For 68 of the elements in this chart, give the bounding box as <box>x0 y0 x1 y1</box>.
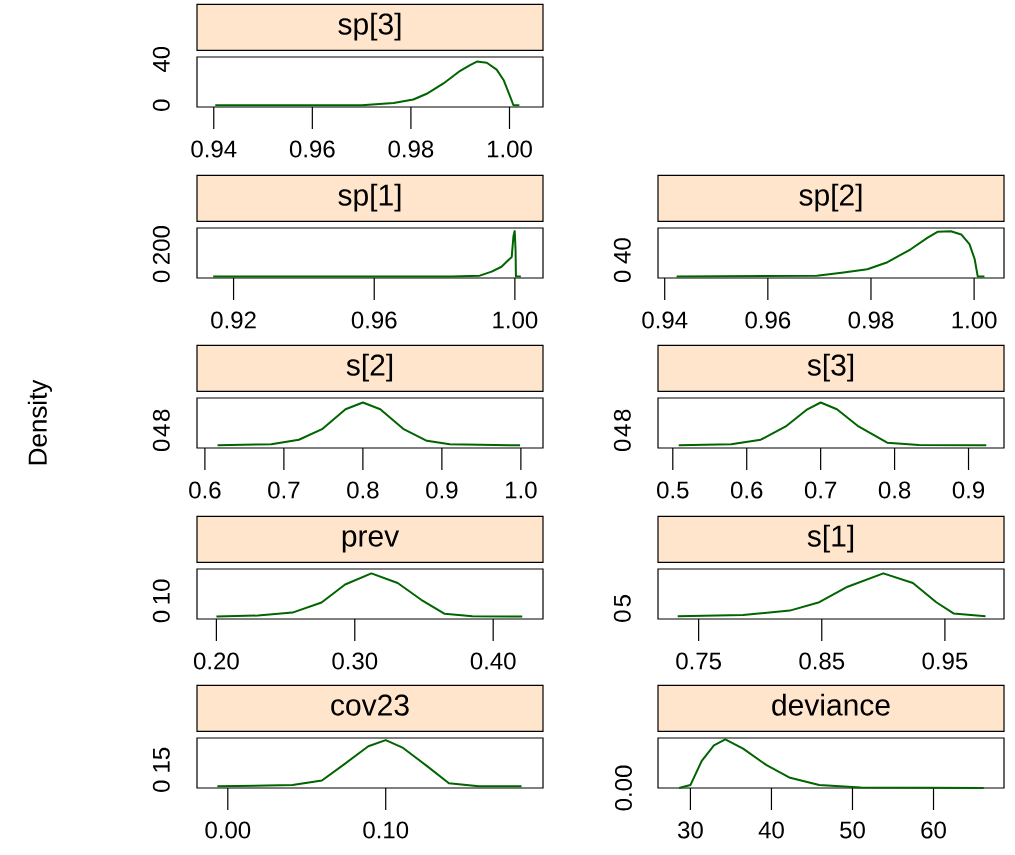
x-tick-label: 0.20 <box>193 652 239 670</box>
x-tick-label: 0.7 <box>268 481 300 499</box>
x-tick-label: 0.94 <box>191 140 237 158</box>
y-tick-label: 200 <box>152 226 170 264</box>
chart-title: s[1] <box>807 524 854 553</box>
y-tick-label: 5 <box>614 595 631 607</box>
x-tick-label: 0.96 <box>745 311 791 329</box>
y-tick-label: 0 <box>152 610 170 623</box>
line-series <box>216 401 522 447</box>
x-tick-label: 1.00 <box>493 311 538 329</box>
line-series <box>216 739 523 788</box>
x-tick-label: 0.98 <box>388 140 434 158</box>
x-tick-label: 0.85 <box>799 652 845 670</box>
x-tick-label: 0.40 <box>470 652 516 670</box>
x-tick-label: 0.30 <box>332 652 378 670</box>
x-tick-label: 1.0 <box>506 481 537 499</box>
x-tick-label: 0.96 <box>351 311 397 329</box>
y-tick-label: 0 <box>613 439 631 452</box>
chart-title: sp[1] <box>338 183 401 212</box>
x-tick-label: 0.7 <box>804 481 837 499</box>
y-tick-label: 40 <box>613 238 631 264</box>
chart-title: sp[3] <box>338 12 401 41</box>
x-tick-label: 0.8 <box>878 481 911 499</box>
x-tick-label: 40 <box>758 821 784 839</box>
x-tick-label: 0.94 <box>642 311 688 329</box>
y-tick-label: 8 <box>613 409 631 421</box>
chart-title: s[2] <box>346 353 393 382</box>
x-tick-label: 0.98 <box>848 311 894 329</box>
line-series <box>215 572 524 618</box>
chart-title: prev <box>342 530 400 553</box>
y-tick-label: 10 <box>152 579 170 604</box>
x-tick-label: 0.9 <box>426 481 458 499</box>
x-tick-label: 1.00 <box>952 311 997 329</box>
y-tick-label: 0 <box>152 99 170 111</box>
y-tick-label: 0 <box>152 439 170 452</box>
chart-title: sp[2] <box>799 183 862 212</box>
x-tick-label: 0.96 <box>289 140 335 158</box>
y-tick-label: 0 <box>613 610 631 622</box>
x-tick-label: 0.95 <box>922 652 968 670</box>
y-tick-label: 40 <box>152 46 170 73</box>
x-tick-label: 0.8 <box>347 481 379 499</box>
line-series <box>677 401 988 447</box>
chart-title: cov23 <box>331 694 409 716</box>
y-tick-label: 8 <box>152 409 170 421</box>
x-tick-label: 0.5 <box>657 481 689 499</box>
y-tick-label: 15 <box>153 747 170 772</box>
y-axis-title: Density <box>27 379 53 465</box>
y-tick-label: 0 <box>152 270 170 283</box>
x-tick-label: 30 <box>677 821 703 839</box>
chart-title: deviance <box>772 693 890 716</box>
x-tick-label: 0.9 <box>952 481 985 499</box>
line-series <box>675 230 986 278</box>
y-tick-label: 4 <box>153 424 170 437</box>
y-tick-label: 0 <box>152 780 170 792</box>
x-tick-label: 0.00 <box>205 821 251 839</box>
x-tick-label: 1.00 <box>487 140 532 158</box>
x-tick-label: 0.6 <box>189 481 221 499</box>
x-tick-label: 50 <box>840 821 865 839</box>
x-tick-label: 0.75 <box>676 652 721 670</box>
x-tick-label: 60 <box>921 821 946 839</box>
line-series <box>676 572 987 618</box>
x-tick-label: 0.10 <box>363 821 409 839</box>
y-tick-label: 0 <box>613 270 631 283</box>
y-tick-label: 4 <box>614 424 631 437</box>
x-tick-label: 0.6 <box>730 481 763 499</box>
x-tick-label: 0.92 <box>211 311 256 329</box>
text: 0.00 <box>615 765 632 811</box>
chart-title: s[3] <box>807 353 854 382</box>
